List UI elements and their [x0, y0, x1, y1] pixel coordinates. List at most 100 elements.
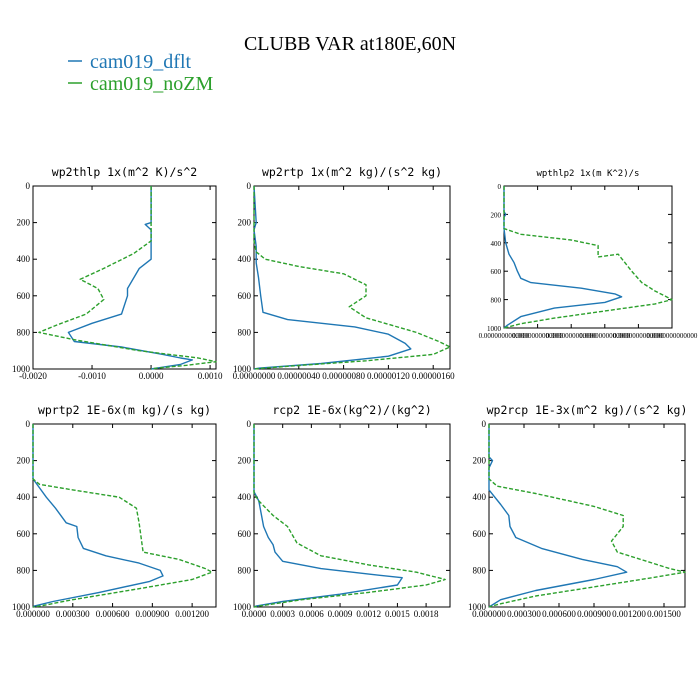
y-tick-label: 1000: [233, 364, 252, 374]
y-tick-label: 400: [17, 254, 31, 264]
y-tick-label: 1000: [12, 602, 31, 612]
x-tick-label: 0.00000000: [233, 371, 276, 381]
x-tick-label: 0.000300: [56, 609, 90, 619]
series-line-nozm: [253, 424, 446, 608]
y-tick-label: 1000: [233, 602, 252, 612]
x-tick-label: 0.00000080: [322, 371, 365, 381]
series-line-dflt: [503, 186, 623, 329]
x-tick-label: 0.0000000000000: [579, 332, 630, 340]
panel-title: wp2rcp 1E-3x(m^2 kg)/(s^2 kg): [487, 403, 688, 417]
y-tick-label: 400: [238, 254, 252, 264]
series-line-nozm: [38, 186, 217, 370]
y-tick-label: 400: [17, 492, 31, 502]
x-tick-label: 0.0003: [270, 609, 295, 619]
y-tick-label: 0: [482, 419, 487, 429]
panel-title: wp2thlp 1x(m^2 K)/s^2: [52, 165, 197, 179]
y-tick-label: 1000: [12, 364, 31, 374]
x-tick-label: 0.00000120: [367, 371, 410, 381]
x-tick-label: 0.000600: [542, 609, 576, 619]
x-tick-label: 0.000900: [135, 609, 169, 619]
legend-label-dflt: cam019_dflt: [90, 51, 192, 73]
series-line-dflt: [253, 185, 412, 370]
y-tick-label: 600: [17, 529, 31, 539]
x-tick-label: 0.0000000000000: [479, 332, 530, 340]
y-tick-label: 800: [17, 565, 31, 575]
panels: wp2thlp 1x(m^2 K)/s^202004006008001000-0…: [12, 165, 698, 619]
panel-title: rcp2 1E-6x(kg^2)/(kg^2): [272, 403, 431, 417]
y-tick-label: 200: [491, 211, 502, 219]
x-tick-label: 0.000300: [507, 609, 541, 619]
x-tick-label: 0.0015: [385, 609, 410, 619]
y-tick-label: 600: [238, 291, 252, 301]
x-tick-label: 0.0000000000000: [546, 332, 597, 340]
series-line-dflt: [488, 424, 628, 608]
y-tick-label: 0: [247, 181, 252, 191]
plot-frame: [488, 423, 686, 608]
y-tick-label: 600: [17, 291, 31, 301]
series-line-nozm: [488, 424, 686, 608]
panel-2: wp2rtp 1x(m^2 kg)/(s^2 kg) 0 200 400 600 800 1…: [233, 165, 455, 381]
series-line-dflt: [253, 424, 403, 608]
y-tick-label: 800: [473, 565, 487, 575]
panel-6: wp2rcp 1E-3x(m^2 kg)/(s^2 kg)0 200 400 600 8…: [468, 403, 687, 619]
y-tick-label: 0: [498, 183, 502, 191]
series-line-nozm: [253, 186, 451, 370]
x-tick-label: 0.0000000000000: [512, 332, 563, 340]
panel-3: wpthlp2 1x(m K^2)/s020040060080010000.00…: [479, 169, 698, 340]
plot-frame: [503, 185, 673, 329]
figure-title: CLUBB VAR at180E,60N: [244, 33, 456, 55]
y-tick-label: 200: [17, 218, 31, 228]
panel-title: wp2rtp 1x(m^2 kg)/(s^2 kg): [262, 165, 442, 179]
plot-frame: [253, 423, 451, 608]
panel-title: wprtp2 1E-6x(m kg)/(s kg): [38, 403, 211, 417]
y-tick-label: 600: [491, 268, 502, 276]
y-tick-label: 0: [26, 419, 31, 429]
x-tick-label: 0.00000160: [412, 371, 455, 381]
x-tick-label: -0.0010: [78, 371, 106, 381]
y-tick-label: 400: [238, 492, 252, 502]
plot-frame: [32, 185, 217, 370]
panel-title: wpthlp2 1x(m K^2)/s: [537, 169, 640, 179]
y-tick-label: 200: [238, 218, 252, 228]
series-line-nozm: [503, 186, 673, 329]
y-tick-label: 1000: [468, 602, 487, 612]
series-line-dflt: [32, 424, 164, 608]
y-tick-label: 800: [238, 565, 252, 575]
y-tick-label: 400: [491, 240, 502, 248]
y-tick-label: 200: [238, 456, 252, 466]
x-tick-label: 0.001500: [647, 609, 681, 619]
x-tick-label: 0.001200: [175, 609, 209, 619]
panel-1: wp2thlp 1x(m^2 K)/s^202004006008001000-0…: [12, 165, 223, 381]
y-tick-label: 0: [247, 419, 252, 429]
plot-frame: [253, 185, 451, 370]
x-tick-label: 0.000600: [96, 609, 130, 619]
legend-label-nozm: cam019_noZM: [90, 73, 214, 95]
y-tick-label: 400: [473, 492, 487, 502]
y-tick-label: 600: [238, 529, 252, 539]
panel-5: rcp2 1E-6x(kg^2)/(kg^2) 0 200 400 600 800 1000…: [233, 403, 451, 619]
y-tick-label: 200: [17, 456, 31, 466]
x-tick-label: 0.0012: [356, 609, 381, 619]
x-tick-label: 0.000900: [577, 609, 611, 619]
y-tick-label: 1000: [487, 325, 502, 333]
y-tick-label: 800: [238, 327, 252, 337]
y-tick-label: 600: [473, 529, 487, 539]
x-tick-label: -0.0020: [19, 371, 47, 381]
x-tick-label: 0.0018: [414, 609, 439, 619]
x-tick-label: 0.0000000000000: [613, 332, 664, 340]
x-tick-label: 0.0000: [242, 609, 267, 619]
x-tick-label: 0.0010: [198, 371, 223, 381]
x-tick-label: 0.0000000000000: [647, 332, 698, 340]
x-tick-label: 0.00000040: [277, 371, 320, 381]
legend: cam019_dflt cam019_noZM: [68, 51, 214, 95]
y-tick-label: 200: [473, 456, 487, 466]
y-tick-label: 800: [491, 297, 502, 305]
plot-frame: [32, 423, 217, 608]
y-tick-label: 800: [17, 327, 31, 337]
x-tick-label: 0.0000: [139, 371, 164, 381]
y-tick-label: 0: [26, 181, 31, 191]
x-tick-label: 0.001200: [612, 609, 646, 619]
x-tick-label: 0.000000: [16, 609, 50, 619]
x-tick-label: 0.0006: [299, 609, 324, 619]
